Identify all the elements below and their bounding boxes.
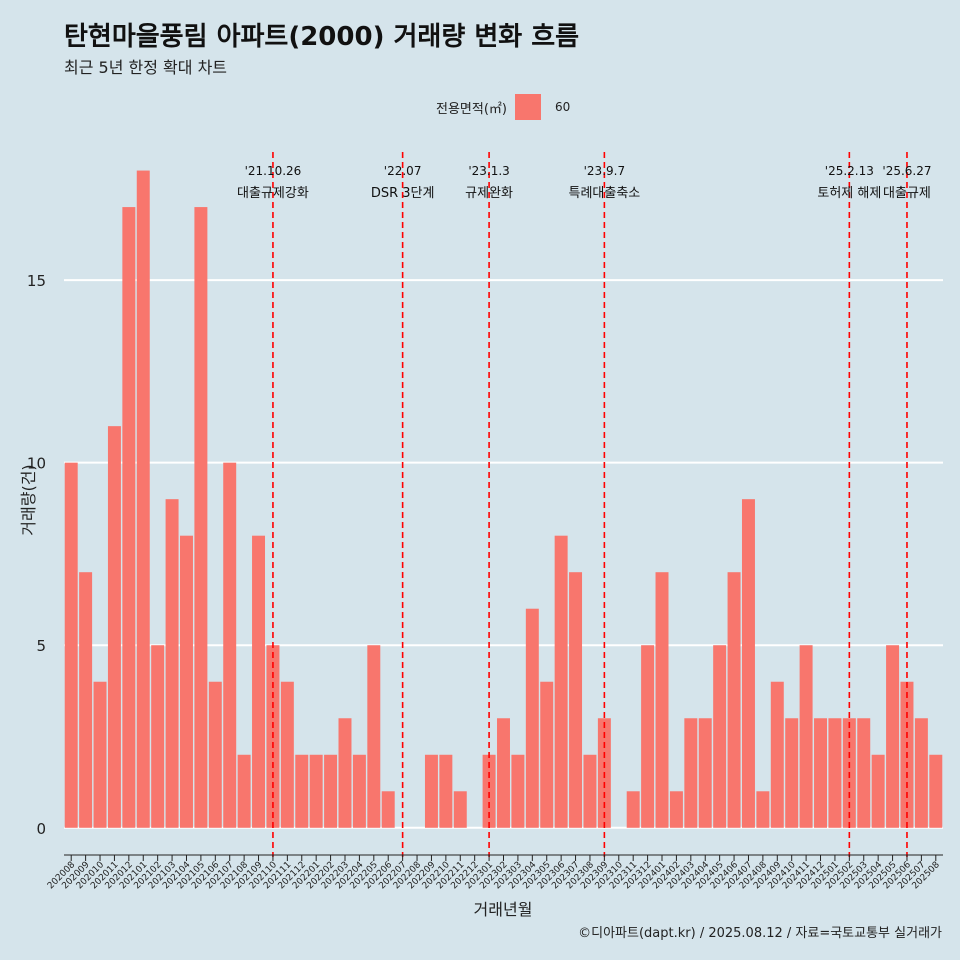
bar bbox=[857, 718, 871, 828]
event-label: 규제완화 bbox=[465, 186, 513, 201]
chart-title: 탄현마을풍림 아파트(2000) 거래량 변화 흐름 bbox=[64, 22, 580, 52]
y-tick-label: 5 bbox=[36, 637, 46, 655]
bar bbox=[756, 791, 770, 828]
bar bbox=[136, 170, 150, 828]
x-axis-title: 거래년월 bbox=[474, 900, 533, 919]
bar bbox=[381, 791, 395, 828]
source-caption: ©디아파트(dapt.kr) / 2025.08.12 / 자료=국토교통부 실… bbox=[578, 926, 942, 941]
bar bbox=[280, 681, 294, 828]
bar bbox=[540, 681, 554, 828]
bar bbox=[770, 681, 784, 828]
bar-layer bbox=[64, 170, 943, 828]
legend-title: 전용면적(㎡) bbox=[436, 101, 507, 117]
bar bbox=[814, 718, 828, 828]
bar bbox=[871, 754, 885, 828]
bar bbox=[79, 572, 93, 828]
bar bbox=[367, 645, 381, 828]
bar bbox=[741, 499, 755, 828]
bar bbox=[929, 754, 943, 828]
bar bbox=[237, 754, 251, 828]
y-tick-label: 10 bbox=[27, 455, 46, 473]
event-label: DSR 3단계 bbox=[371, 186, 435, 201]
bar bbox=[497, 718, 510, 828]
event-label: 대출규제 bbox=[883, 186, 931, 201]
bar bbox=[655, 572, 669, 828]
legend-key-swatch bbox=[514, 94, 541, 120]
bar bbox=[424, 754, 438, 828]
event-label: 토허제 해제 bbox=[817, 186, 881, 201]
event-date-label: '25.6.27 bbox=[882, 164, 931, 178]
event-date-label: '25.2.13 bbox=[825, 164, 874, 178]
bar bbox=[626, 791, 640, 828]
bar bbox=[223, 462, 237, 828]
event-date-label: '22.07 bbox=[384, 164, 422, 178]
bar bbox=[828, 718, 842, 828]
y-tick-label: 15 bbox=[27, 272, 46, 290]
bar bbox=[669, 791, 683, 828]
bar bbox=[439, 754, 453, 828]
bar bbox=[194, 207, 208, 828]
bar bbox=[64, 462, 78, 828]
bar bbox=[252, 535, 266, 828]
bar bbox=[151, 645, 165, 828]
event-date-label: '21.10.26 bbox=[245, 164, 302, 178]
chart-subtitle: 최근 5년 한정 확대 차트 bbox=[64, 58, 228, 77]
event-label: 특례대출축소 bbox=[568, 186, 640, 201]
bar bbox=[525, 608, 539, 828]
bar bbox=[208, 681, 222, 828]
legend: 전용면적(㎡) 60 bbox=[436, 92, 570, 122]
bar bbox=[914, 718, 928, 828]
event-label: 대출규제강화 bbox=[237, 186, 309, 201]
bar bbox=[352, 754, 366, 828]
event-date-label: '23.1.3 bbox=[468, 164, 509, 178]
bar bbox=[179, 535, 193, 828]
bar bbox=[309, 754, 323, 828]
bar bbox=[569, 572, 583, 828]
bar bbox=[511, 754, 525, 828]
bar bbox=[698, 718, 712, 828]
bar bbox=[727, 572, 741, 828]
bar bbox=[122, 207, 136, 828]
bar bbox=[886, 645, 900, 828]
bar bbox=[165, 499, 179, 828]
bar bbox=[554, 535, 568, 828]
bar bbox=[641, 645, 655, 828]
bar bbox=[684, 718, 698, 828]
bar bbox=[785, 718, 799, 828]
legend-item-label: 60 bbox=[554, 100, 571, 114]
event-date-label: '23.9.7 bbox=[584, 164, 625, 178]
bar bbox=[295, 754, 309, 828]
bar bbox=[713, 645, 727, 828]
bar bbox=[338, 718, 352, 828]
y-tick-label: 0 bbox=[36, 820, 46, 838]
bar bbox=[453, 791, 467, 828]
bar bbox=[482, 754, 496, 828]
y-axis-title: 거래량(건) bbox=[19, 464, 38, 535]
bar bbox=[93, 681, 107, 828]
bar bbox=[107, 426, 121, 828]
bar bbox=[324, 754, 338, 828]
bar bbox=[799, 645, 813, 828]
bar bbox=[583, 754, 597, 828]
event-layer: '21.10.26 대출규제강화 '22.07 DSR 3단계 '23.1.3 규제완화 '… bbox=[237, 152, 932, 857]
